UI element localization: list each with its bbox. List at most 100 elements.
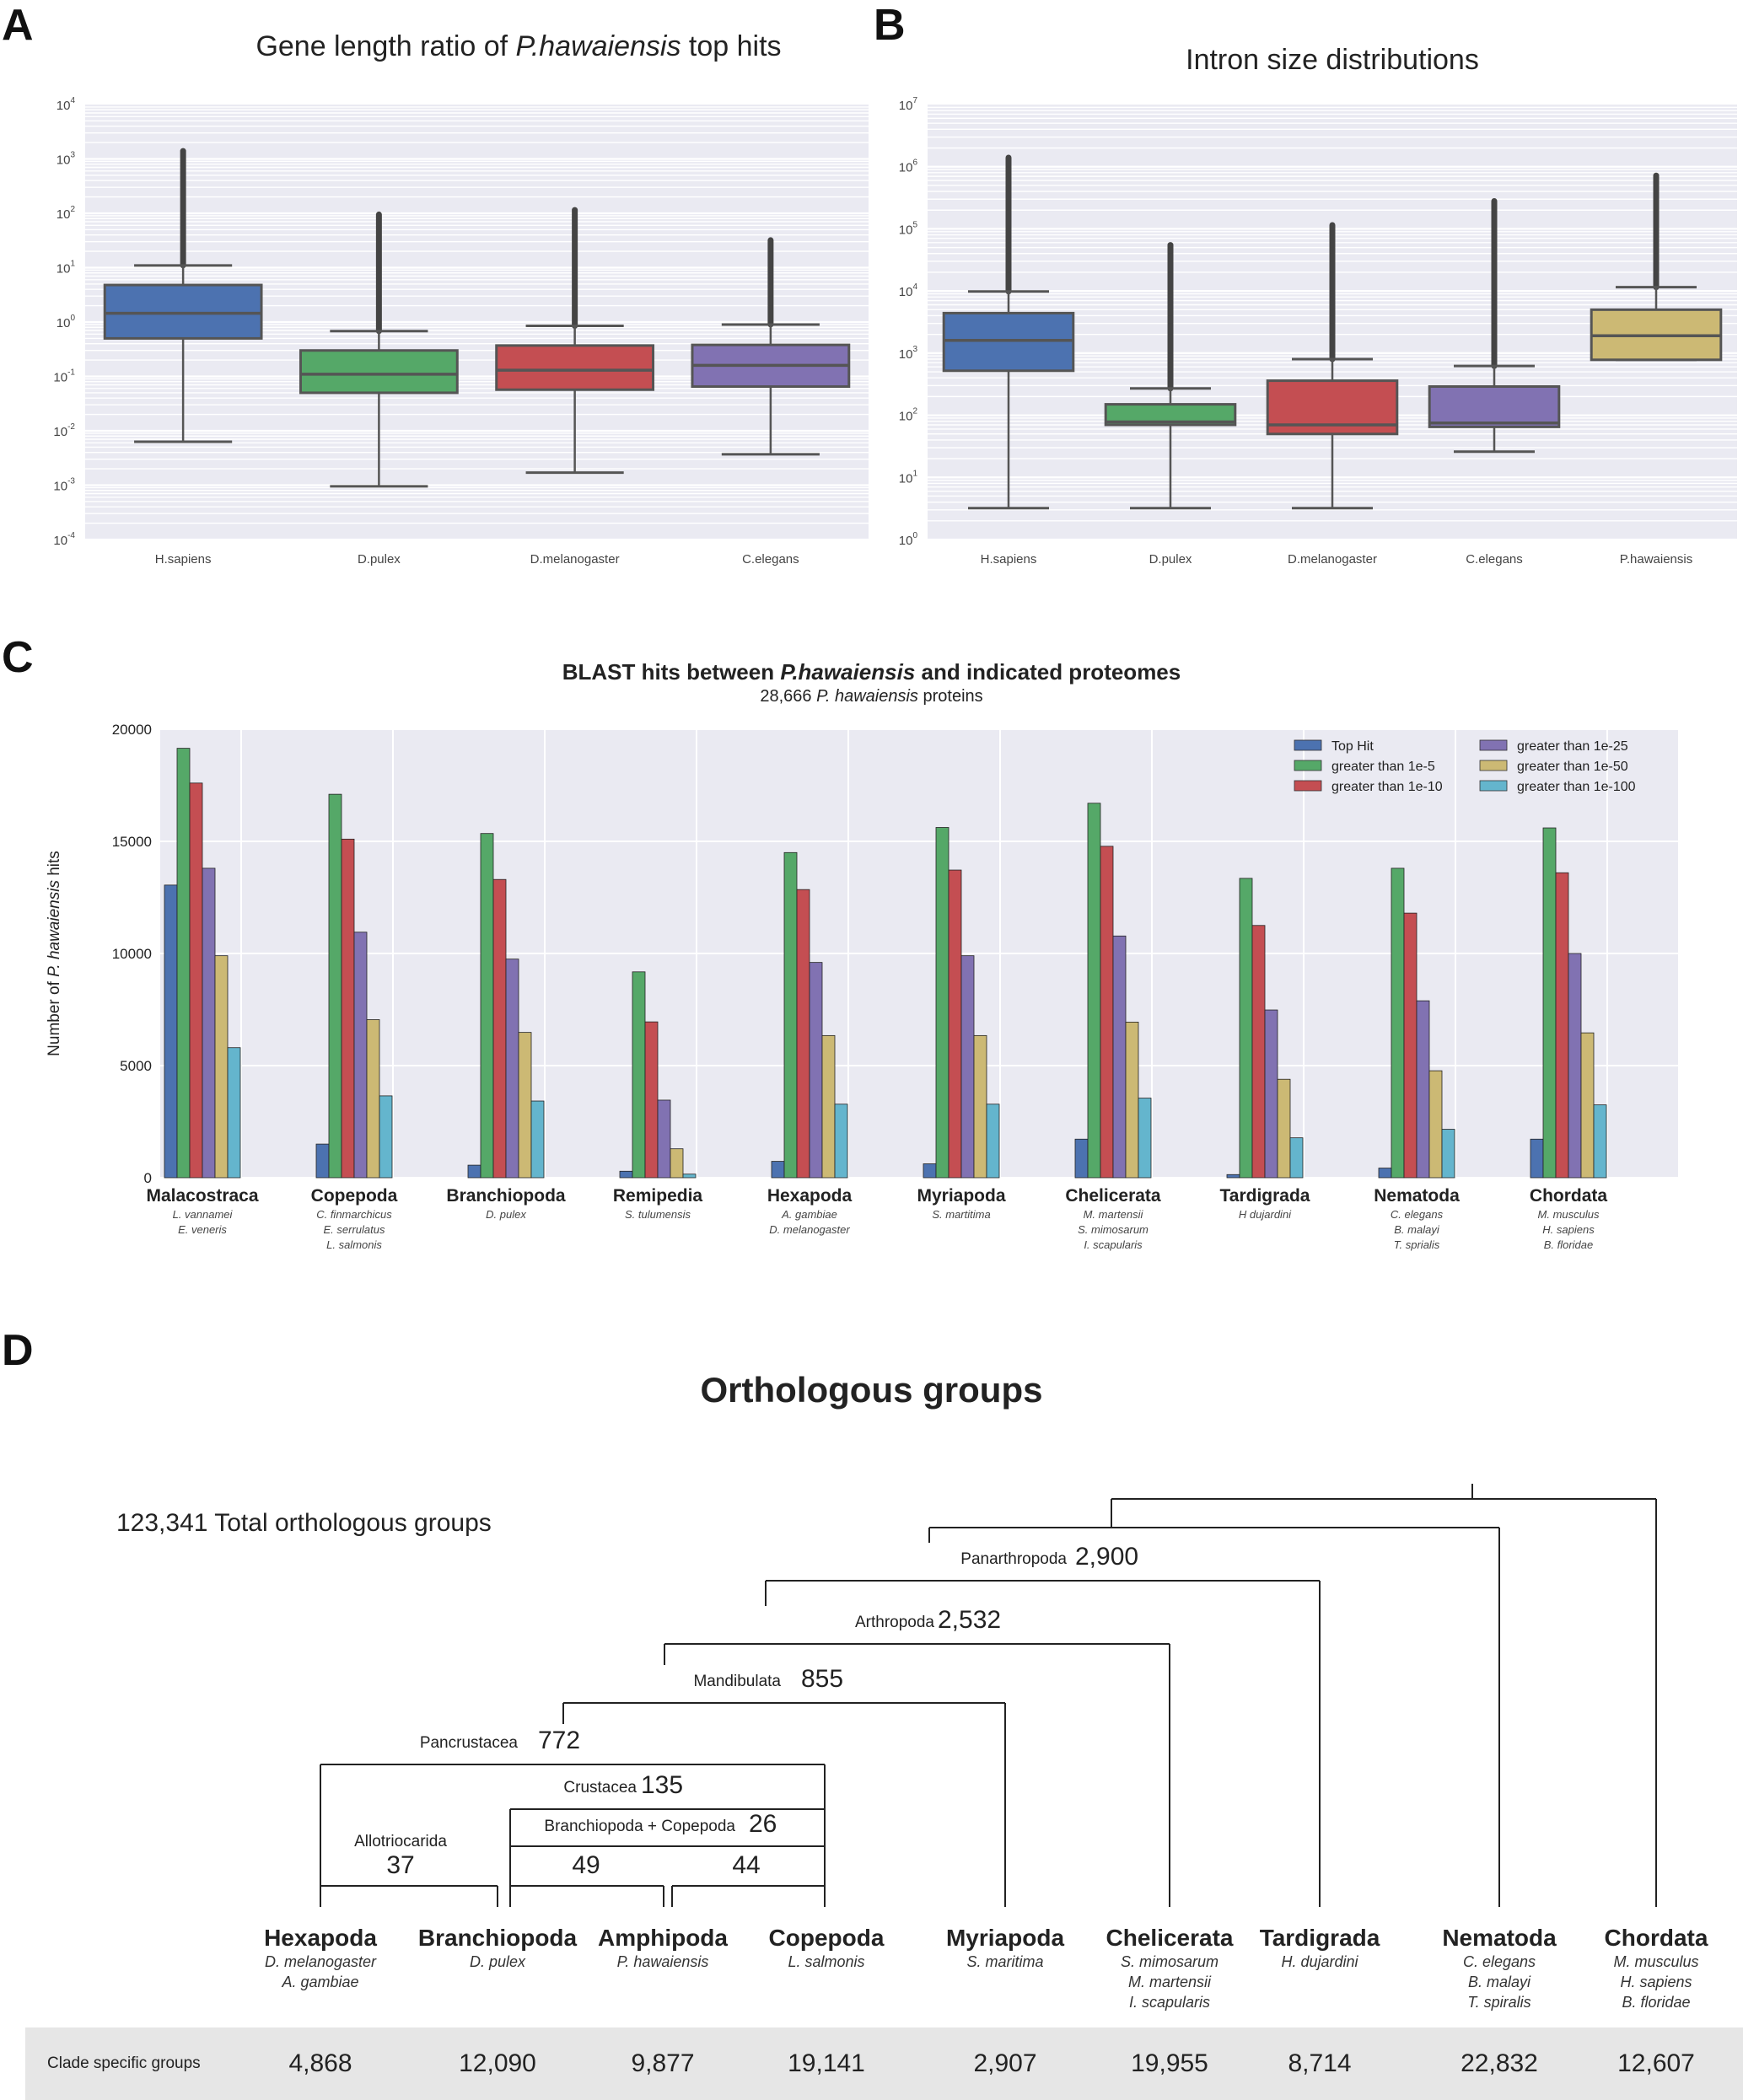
bar xyxy=(1074,1138,1089,1179)
x-tick-label: D.melanogaster xyxy=(1288,552,1377,567)
category-label: Chelicerata xyxy=(1065,1186,1161,1206)
species-label: S. mimosarum xyxy=(1078,1223,1149,1236)
node-label-branchiopoda-copepoda: Branchiopoda + Copepoda xyxy=(544,1818,735,1835)
node-label-mandibulata: Mandibulata xyxy=(693,1673,781,1690)
leaf-species: D. pulex xyxy=(470,1953,526,1970)
legend-label: greater than 1e-10 xyxy=(1331,780,1443,794)
leaf-name: Amphipoda xyxy=(598,1925,728,1951)
bar xyxy=(986,1104,1000,1179)
legend-swatch xyxy=(1479,780,1508,792)
species-label: C. elegans xyxy=(1391,1208,1444,1221)
bar xyxy=(1403,912,1418,1179)
panel-c-barchart: 0 5000 10000 15000 20000 Number of P. hawaien… xyxy=(46,722,1678,1251)
orthology-title: Orthologous groups xyxy=(700,1370,1043,1410)
category-label: Nematoda xyxy=(1374,1186,1460,1206)
y-tick-label: 15000 xyxy=(112,834,152,850)
node-label-allotriocarida: Allotriocarida xyxy=(354,1833,447,1850)
leaf-name: Nematoda xyxy=(1442,1925,1557,1951)
bar xyxy=(834,1104,848,1179)
leaf-species: H. sapiens xyxy=(1620,1974,1692,1990)
panel-letter-a: A xyxy=(2,1,34,50)
node-label-panarthropoda: Panarthropoda xyxy=(960,1550,1067,1568)
leaf-species: B. floridae xyxy=(1622,1994,1690,2011)
leaf-name: Branchiopoda xyxy=(418,1925,578,1951)
species-label: M. martensii xyxy=(1084,1208,1144,1221)
y-tick-label: 10-3 xyxy=(53,477,75,494)
y-tick-label: 104 xyxy=(899,282,918,299)
x-tick-label: H.sapiens xyxy=(981,552,1037,567)
node-value-crustacea: 135 xyxy=(641,1771,683,1799)
node-value-allotriocarida: 37 xyxy=(386,1851,414,1879)
bar xyxy=(1580,1032,1595,1179)
box-C.elegans xyxy=(1428,384,1561,428)
y-tick-label: 102 xyxy=(56,205,76,222)
y-tick-label: 104 xyxy=(56,96,76,113)
legend-label: greater than 1e-25 xyxy=(1517,739,1628,754)
x-tick-label: D.pulex xyxy=(358,552,401,567)
bar xyxy=(973,1034,987,1179)
bar xyxy=(1100,846,1114,1179)
clade-specific-count: 22,832 xyxy=(1461,2049,1538,2077)
panel-c-title: BLAST hits between P.hawaiensis and indi… xyxy=(0,659,1743,685)
bar xyxy=(353,932,368,1179)
species-label: S. tulumensis xyxy=(625,1208,691,1221)
bar xyxy=(1251,925,1266,1179)
panel-letter-c: C xyxy=(2,633,34,682)
bar xyxy=(771,1161,785,1179)
species-label: H. sapiens xyxy=(1542,1223,1595,1236)
panel-letter-d: D xyxy=(2,1326,34,1375)
leaf-species: T. spiralis xyxy=(1467,1994,1531,2011)
y-tick-label: 101 xyxy=(56,260,76,277)
box-D.melanogaster xyxy=(495,344,655,391)
leaf-species: I. scapularis xyxy=(1129,1994,1210,2011)
leaf-name: Chelicerata xyxy=(1106,1925,1234,1951)
y-tick-label: 10-2 xyxy=(53,422,75,439)
bar xyxy=(1112,935,1127,1179)
legend-swatch xyxy=(1479,760,1508,771)
bar xyxy=(1416,1000,1430,1179)
node-value-pancrustacea: 772 xyxy=(538,1727,580,1754)
bar xyxy=(783,851,798,1179)
legend-label: greater than 1e-5 xyxy=(1331,760,1435,774)
category-label: Chordata xyxy=(1530,1186,1607,1206)
species-label: C. finmarchicus xyxy=(316,1208,392,1221)
clade-specific-count: 12,607 xyxy=(1617,2049,1695,2077)
orthology-tree: Panarthropoda 2,900 Arthropoda 2,532 Mandibu… xyxy=(25,1484,1743,2100)
panel-c-subtitle-suffix: proteins xyxy=(917,687,983,706)
y-tick-label: 10000 xyxy=(112,946,152,962)
node-label-crustacea: Crustacea xyxy=(563,1779,637,1797)
panel-c-subtitle: 28,666 P. hawaiensis proteins xyxy=(0,687,1743,706)
bar xyxy=(821,1034,836,1179)
bar xyxy=(328,793,342,1179)
y-tick-label: 100 xyxy=(899,531,918,548)
panel-letter-b: B xyxy=(874,1,906,50)
leaf-species: S. mimosarum xyxy=(1121,1953,1218,1970)
leaf-species: B. malayi xyxy=(1468,1974,1531,1990)
y-tick-label: 106 xyxy=(899,158,918,175)
leaf-species: P. hawaiensis xyxy=(617,1953,709,1970)
y-tick-label: 10-1 xyxy=(53,368,75,385)
bar xyxy=(480,833,494,1179)
bar xyxy=(1378,1168,1392,1179)
bar xyxy=(467,1164,481,1179)
species-label: I. scapularis xyxy=(1084,1238,1143,1251)
x-tick-label: H.sapiens xyxy=(155,552,212,567)
legend-label: Top Hit xyxy=(1331,739,1374,754)
bar xyxy=(1530,1138,1544,1179)
panel-a-title-prefix: Gene length ratio of xyxy=(256,30,516,62)
leaf-species: C. elegans xyxy=(1463,1953,1536,1970)
species-label: D. melanogaster xyxy=(769,1223,850,1236)
bar xyxy=(682,1174,697,1179)
bar xyxy=(644,1021,659,1179)
y-tick-label: 103 xyxy=(56,151,76,168)
species-label: L. vannamei xyxy=(173,1208,234,1221)
y-axis-label: Number of P. hawaiensis hits xyxy=(46,851,63,1056)
bar xyxy=(1391,867,1405,1179)
bar xyxy=(1125,1021,1139,1179)
bar xyxy=(1277,1078,1291,1179)
species-label: A. gambiae xyxy=(781,1208,837,1221)
y-tick-label: 20000 xyxy=(112,722,152,738)
leaf-species: H. dujardini xyxy=(1281,1953,1358,1970)
bar xyxy=(1568,953,1582,1179)
bar xyxy=(1289,1137,1304,1179)
